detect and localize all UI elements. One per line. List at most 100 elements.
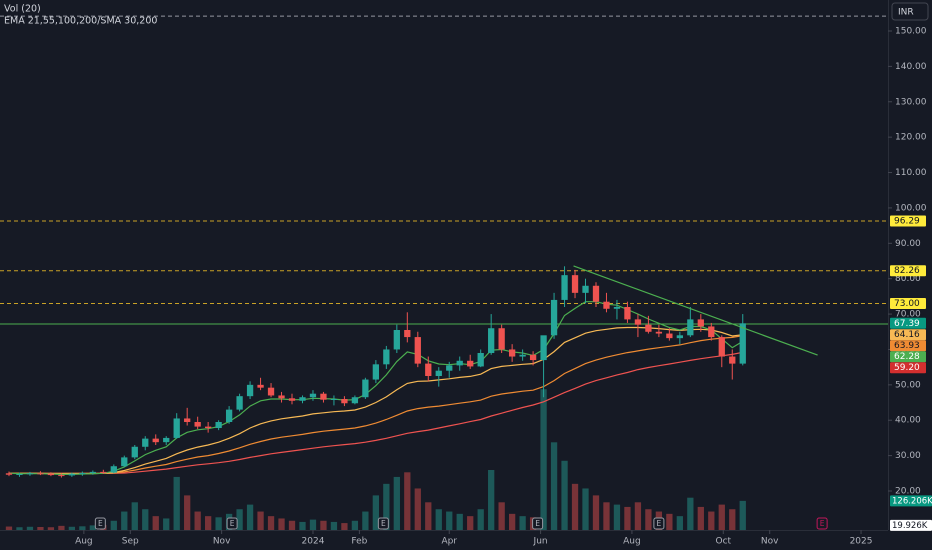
price-marker <box>890 362 926 374</box>
candle-body <box>267 387 275 396</box>
volume-bar <box>498 502 505 530</box>
candle-body <box>89 471 96 473</box>
volume-bar <box>299 521 306 530</box>
volume-bar <box>372 495 380 530</box>
volume-bar <box>330 521 338 530</box>
volume-bar <box>320 520 327 530</box>
volume-bar <box>267 516 275 530</box>
candle-body <box>100 471 107 473</box>
volume-bar <box>446 511 453 530</box>
price-marker <box>890 297 926 309</box>
candle-body <box>194 422 201 427</box>
price-marker <box>890 215 926 227</box>
candle-body <box>184 418 191 422</box>
volume-bar <box>603 502 610 530</box>
candle-body <box>393 330 400 350</box>
event-label: E <box>657 519 662 528</box>
ma-title: EMA 21,55,100,200/SMA 30,200 <box>4 16 157 27</box>
currency-box[interactable] <box>891 2 929 21</box>
candle-body <box>5 473 13 475</box>
volume-bar <box>718 504 725 530</box>
candle-body <box>729 356 736 364</box>
volume-title: Vol (20) <box>4 4 41 15</box>
volume-bar <box>435 509 442 530</box>
x-tick-label: 2025 <box>850 537 873 547</box>
volume-bar <box>393 476 400 530</box>
candle-body <box>205 426 212 429</box>
volume-bar <box>152 516 159 530</box>
candle-body <box>540 335 547 361</box>
candle-body <box>708 326 715 338</box>
price-marker-label: 59.20 <box>894 363 920 373</box>
candle-body <box>529 354 537 361</box>
candle-body <box>666 333 673 339</box>
event-label: E <box>98 519 103 528</box>
candle-body <box>215 422 222 429</box>
volume-bar <box>79 526 86 530</box>
y-tick-label: 110.00 <box>895 168 927 178</box>
candle-body <box>110 466 117 473</box>
volume-bar <box>173 476 180 530</box>
x-tick-label: Aug <box>75 537 93 547</box>
candle-body <box>624 307 631 320</box>
y-tick-label: 30.00 <box>895 451 921 461</box>
volume-bar <box>68 526 76 530</box>
candle-body <box>687 319 694 336</box>
volume-bar <box>739 500 746 530</box>
volume-bar <box>362 511 369 530</box>
candle-body <box>592 285 600 302</box>
event-label: E <box>230 519 235 528</box>
y-tick-label: 130.00 <box>895 97 927 107</box>
volume-bar <box>121 511 128 530</box>
price-marker-label: 73.00 <box>894 299 920 309</box>
candle-body <box>278 395 285 399</box>
volume-bar <box>425 502 432 530</box>
candle-body <box>257 384 264 388</box>
volume-bar <box>508 513 516 530</box>
volume-bar <box>194 511 201 530</box>
event-label: E <box>820 519 825 528</box>
volume-bar <box>624 506 631 530</box>
candle-body <box>425 363 432 376</box>
currency[interactable]: INR <box>898 8 914 18</box>
price-marker-label: 82.26 <box>894 266 920 276</box>
candle-body <box>645 324 652 332</box>
candle-body <box>550 299 558 336</box>
volume-bar <box>278 518 285 530</box>
price-marker <box>890 265 926 277</box>
price-marker <box>890 351 926 363</box>
candle-body <box>383 349 390 365</box>
candle-body <box>718 337 725 357</box>
event-marker <box>226 517 238 530</box>
candle-body <box>58 475 65 477</box>
volume-bar <box>404 472 411 530</box>
price-marker-label: 96.29 <box>894 217 920 227</box>
moving-average <box>9 335 743 474</box>
candle-body <box>121 457 128 467</box>
candle-body <box>488 328 495 353</box>
volume-bar <box>184 495 191 530</box>
volume-bar <box>205 516 212 530</box>
trendline <box>573 265 818 356</box>
volume-bar <box>676 516 683 530</box>
candle-body <box>404 330 411 338</box>
candle-body <box>561 275 568 300</box>
event-marker <box>377 517 389 530</box>
volume-bar <box>488 470 495 530</box>
volume-bar <box>236 509 243 530</box>
volume-bar <box>414 488 421 530</box>
candle-body <box>288 398 296 401</box>
candle-body <box>16 474 23 476</box>
candle-body <box>79 472 86 474</box>
y-tick-label: 140.00 <box>895 62 927 72</box>
moving-average <box>8 301 744 475</box>
volume-bar <box>131 502 138 530</box>
candle-body <box>477 353 484 367</box>
volume-bar <box>37 527 44 530</box>
candle-body <box>163 437 170 443</box>
volume-bar <box>5 526 13 530</box>
candle-body <box>519 354 526 357</box>
candle-body <box>613 307 621 309</box>
volume-bar <box>561 460 568 530</box>
